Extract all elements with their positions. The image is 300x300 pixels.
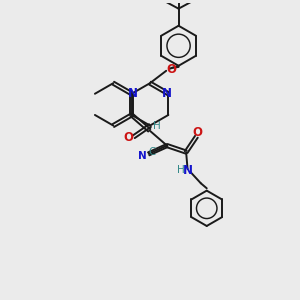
Text: N: N bbox=[162, 87, 172, 100]
Text: H: H bbox=[153, 121, 160, 131]
Text: N: N bbox=[138, 151, 147, 161]
Text: O: O bbox=[193, 125, 202, 139]
Text: C: C bbox=[148, 147, 155, 157]
Text: N: N bbox=[183, 164, 193, 177]
Text: O: O bbox=[167, 63, 176, 76]
Text: H: H bbox=[177, 165, 185, 175]
Text: O: O bbox=[124, 131, 134, 144]
Text: N: N bbox=[128, 87, 138, 100]
